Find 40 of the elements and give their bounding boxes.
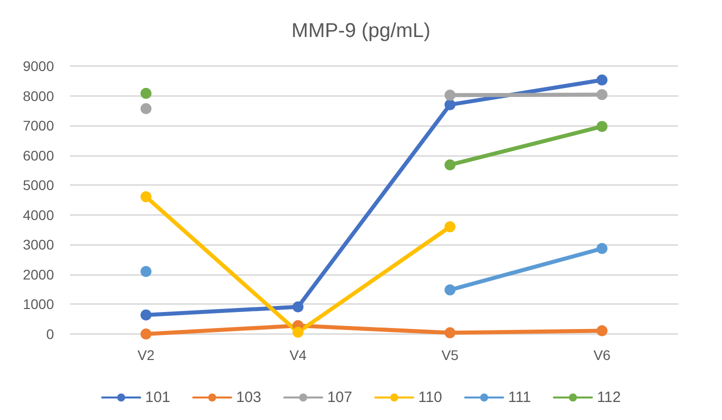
point (444, 159, 456, 170)
point (140, 191, 152, 202)
point (444, 284, 456, 296)
point (292, 326, 304, 338)
legend-label: 110 (418, 389, 442, 406)
x-tick-label: V4 (289, 347, 307, 363)
y-tick-label: 8000 (22, 88, 54, 104)
y-tick-label: 6000 (22, 147, 54, 164)
point (444, 221, 456, 232)
point (596, 243, 608, 254)
point (444, 99, 456, 110)
point (596, 74, 608, 86)
chart-title: MMP-9 (pg/mL) (292, 20, 430, 42)
legend-label: 103 (236, 389, 262, 406)
legend-label: 107 (327, 389, 352, 406)
point (140, 328, 152, 340)
point (140, 103, 152, 114)
x-tick-label: V6 (593, 347, 611, 363)
x-tick-label: V2 (137, 347, 155, 363)
point (596, 120, 608, 132)
point (596, 89, 608, 100)
x-tick-label: V5 (441, 347, 459, 363)
point (140, 88, 152, 99)
y-tick-label: 2000 (22, 266, 54, 282)
point (444, 327, 456, 338)
y-tick-label: 3000 (22, 236, 54, 253)
y-tick-label: 0 (46, 326, 54, 342)
legend-label: 101 (145, 389, 170, 406)
y-tick-label: 7000 (22, 118, 54, 134)
legend-label: 112 (596, 389, 621, 406)
point (140, 309, 152, 320)
y-tick-label: 9000 (22, 58, 54, 74)
point (140, 266, 152, 277)
point (444, 90, 456, 101)
point (596, 325, 608, 336)
legend-label: 111 (508, 389, 531, 406)
y-tick-label: 5000 (22, 177, 54, 194)
point (292, 301, 304, 312)
y-tick-label: 1000 (22, 296, 54, 312)
y-tick-label: 4000 (22, 206, 54, 223)
